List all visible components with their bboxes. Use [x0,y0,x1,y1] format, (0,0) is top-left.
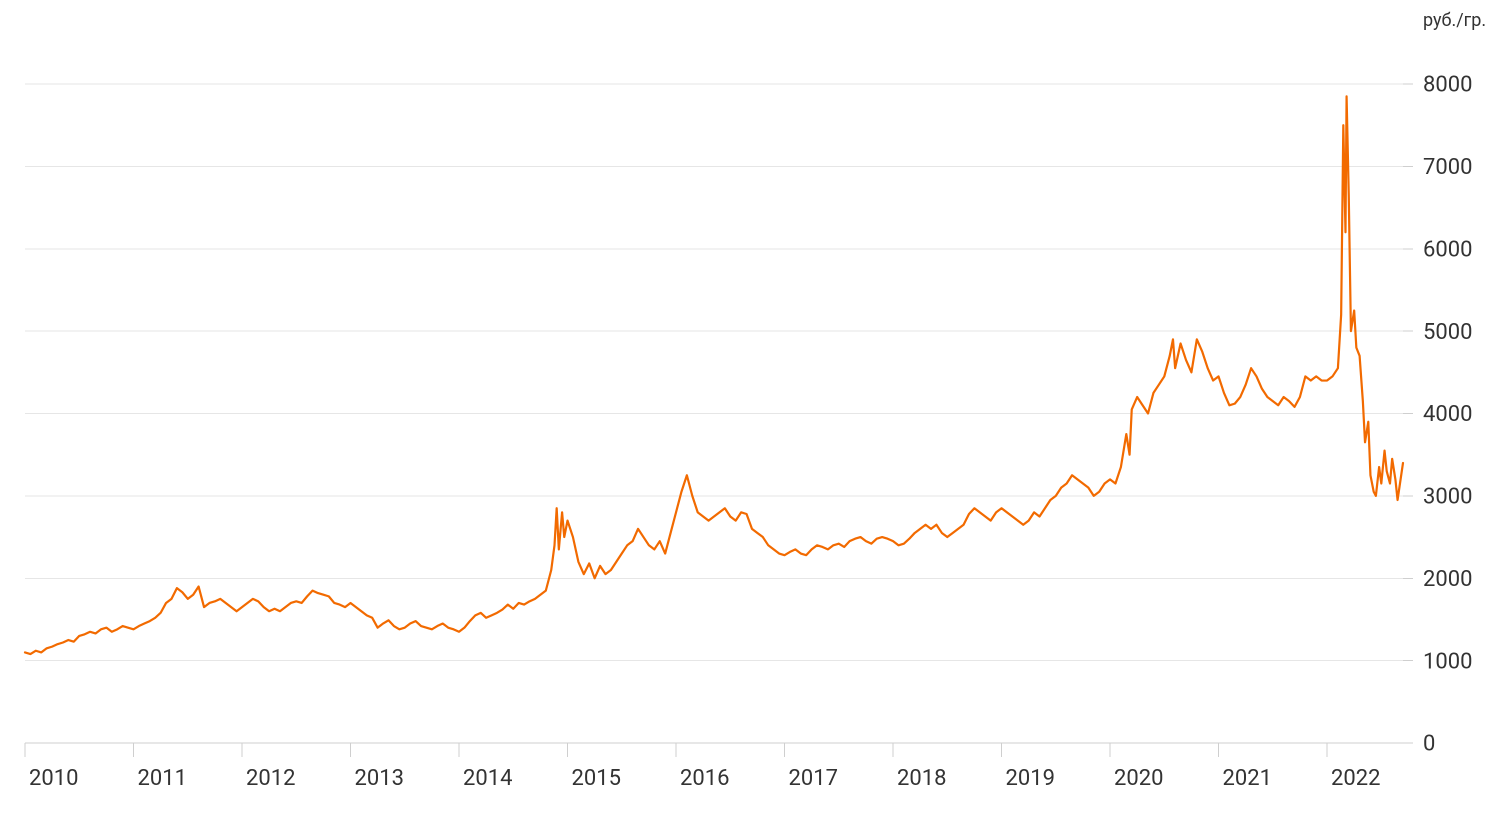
price-chart: 2010 2011 2012 2013 2014 2015 2016 2017 2018 2019… [0,0,1511,815]
y-tick-label: 2000 [1423,567,1472,592]
y-tick-label: 3000 [1423,485,1472,510]
y-tick-label: 1000 [1423,649,1472,674]
y-tick-label: 4000 [1423,402,1472,427]
x-tick-label: 2018 [897,766,946,791]
y-tick-label: 8000 [1423,73,1472,98]
chart-background [0,0,1511,815]
y-tick-label: 7000 [1423,155,1472,180]
x-tick-label: 2014 [463,766,512,791]
x-tick-label: 2017 [789,766,838,791]
y-tick-label: 6000 [1423,237,1472,262]
x-tick-label: 2011 [138,766,187,791]
x-tick-label: 2019 [1006,766,1055,791]
x-tick-label: 2010 [29,766,78,791]
x-tick-label: 2016 [680,766,729,791]
x-tick-label: 2013 [355,766,404,791]
x-tick-label: 2022 [1331,766,1380,791]
y-tick-label: 5000 [1423,320,1472,345]
x-tick-label: 2015 [572,766,621,791]
x-tick-label: 2021 [1223,766,1272,791]
x-tick-label: 2012 [246,766,295,791]
y-tick-label: 0 [1423,732,1435,757]
x-tick-label: 2020 [1114,766,1163,791]
chart-container: 2010 2011 2012 2013 2014 2015 2016 2017 2018 2019… [0,0,1511,815]
unit-label: руб./гр. [1423,10,1486,31]
